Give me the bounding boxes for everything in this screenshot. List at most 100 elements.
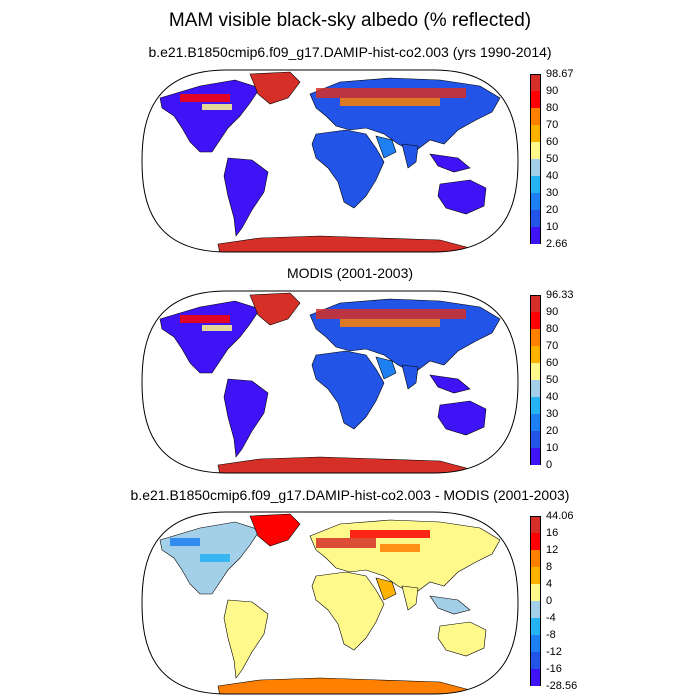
albedo-region xyxy=(180,94,230,102)
colorbar-label: 16 xyxy=(546,527,559,539)
panel-3-map xyxy=(141,511,519,695)
continent-seasia xyxy=(429,153,471,173)
continent-namerica xyxy=(159,79,261,153)
colorbar-swatch xyxy=(530,312,541,329)
continent-arabia xyxy=(375,135,397,159)
albedo-region xyxy=(350,530,430,538)
continent-africa xyxy=(311,129,385,209)
colorbar-label: 96.33 xyxy=(546,289,574,301)
colorbar-label: 20 xyxy=(546,425,559,437)
colorbar-label: -8 xyxy=(546,629,556,641)
figure-title: MAM visible black-sky albedo (% reflecte… xyxy=(168,10,532,31)
continent-seasia xyxy=(429,595,471,615)
panel-2-title: MODIS (2001-2003) xyxy=(286,265,414,281)
colorbar-label: 44.06 xyxy=(546,510,574,522)
map-boundary xyxy=(141,511,519,695)
colorbar-swatch xyxy=(530,363,541,380)
colorbar-swatch xyxy=(530,652,541,669)
colorbar-swatch xyxy=(530,295,541,312)
continent-arabia xyxy=(375,577,397,601)
colorbar-swatch xyxy=(530,159,541,176)
colorbar-label: 40 xyxy=(546,170,559,182)
colorbar-label: -4 xyxy=(546,612,556,624)
colorbar-swatch xyxy=(530,567,541,584)
colorbar-label: 4 xyxy=(546,578,553,590)
colorbar-swatch xyxy=(530,550,541,567)
albedo-region xyxy=(340,319,440,327)
albedo-region xyxy=(180,315,230,323)
colorbar-label: 10 xyxy=(546,442,559,454)
colorbar-label: 2.66 xyxy=(546,238,568,250)
colorbar-label: 20 xyxy=(546,204,559,216)
colorbar-swatch xyxy=(530,584,541,601)
albedo-region xyxy=(170,538,200,546)
colorbar-swatch xyxy=(530,176,541,193)
albedo-region xyxy=(340,98,440,106)
continent-africa xyxy=(311,350,385,430)
continent-samerica xyxy=(223,157,269,237)
albedo-region xyxy=(202,325,232,331)
panel-1-map xyxy=(141,69,519,253)
panel-1-title: b.e21.B1850cmip6.f09_g17.DAMIP-hist-co2.… xyxy=(148,44,552,60)
colorbar-label: 0 xyxy=(546,459,553,471)
continent-australia xyxy=(437,179,487,215)
albedo-region xyxy=(316,538,376,548)
panel-2-colorbar: 96.33 90 80 70 60 50 40 30 20 10 0 xyxy=(530,290,574,471)
map-boundary xyxy=(141,69,519,253)
colorbar-label: -12 xyxy=(546,646,562,658)
colorbar-label: 0 xyxy=(546,595,553,607)
colorbar-swatch xyxy=(530,431,541,448)
colorbar-label: 60 xyxy=(546,357,559,369)
colorbar-label: 98.67 xyxy=(546,68,574,80)
continent-india xyxy=(401,364,419,390)
albedo-region xyxy=(202,104,232,110)
colorbar-label: 50 xyxy=(546,153,559,165)
panel-2-map xyxy=(141,290,519,474)
colorbar-swatch xyxy=(530,414,541,431)
albedo-region xyxy=(316,88,466,98)
continent-india xyxy=(401,585,419,611)
continent-antarctica xyxy=(217,456,471,473)
albedo-region xyxy=(316,309,466,319)
colorbar-swatch xyxy=(530,516,541,533)
colorbar-label: 90 xyxy=(546,306,559,318)
continent-antarctica xyxy=(217,677,471,694)
continent-australia xyxy=(437,621,487,657)
albedo-region xyxy=(380,544,420,552)
colorbar-swatch xyxy=(530,74,541,91)
colorbar-swatch xyxy=(530,142,541,159)
map-boundary xyxy=(141,290,519,474)
colorbar-label: 8 xyxy=(546,561,553,573)
continent-africa xyxy=(311,571,385,651)
colorbar-swatch xyxy=(530,91,541,108)
colorbar-label: 70 xyxy=(546,340,559,352)
colorbar-swatch xyxy=(530,125,541,142)
colorbar-swatch xyxy=(530,210,541,227)
panel-3-colorbar: 44.06 16 12 8 4 0 -4 -8 -12 -16 -28.56 xyxy=(530,511,577,692)
continent-greenland xyxy=(249,71,301,105)
colorbar-label: 40 xyxy=(546,391,559,403)
colorbar-swatch xyxy=(530,346,541,363)
colorbar-swatch xyxy=(530,193,541,210)
continent-greenland xyxy=(249,292,301,326)
colorbar-label: 12 xyxy=(546,544,559,556)
continent-antarctica xyxy=(217,235,471,252)
colorbar-label: 50 xyxy=(546,374,559,386)
colorbar-label: 30 xyxy=(546,408,559,420)
colorbar-label: 90 xyxy=(546,85,559,97)
colorbar-swatch xyxy=(530,618,541,635)
continent-samerica xyxy=(223,378,269,458)
continent-australia xyxy=(437,400,487,436)
continent-samerica xyxy=(223,599,269,679)
colorbar-label: 30 xyxy=(546,187,559,199)
colorbar-swatch xyxy=(530,533,541,550)
colorbar-label: 80 xyxy=(546,323,559,335)
colorbar-label: -16 xyxy=(546,663,562,675)
colorbar-label: 10 xyxy=(546,221,559,233)
colorbar-swatch xyxy=(530,448,541,465)
colorbar-swatch xyxy=(530,380,541,397)
colorbar-label: -28.56 xyxy=(546,680,578,692)
colorbar-swatch xyxy=(530,108,541,125)
continent-greenland xyxy=(249,513,301,547)
colorbar-label: 60 xyxy=(546,136,559,148)
